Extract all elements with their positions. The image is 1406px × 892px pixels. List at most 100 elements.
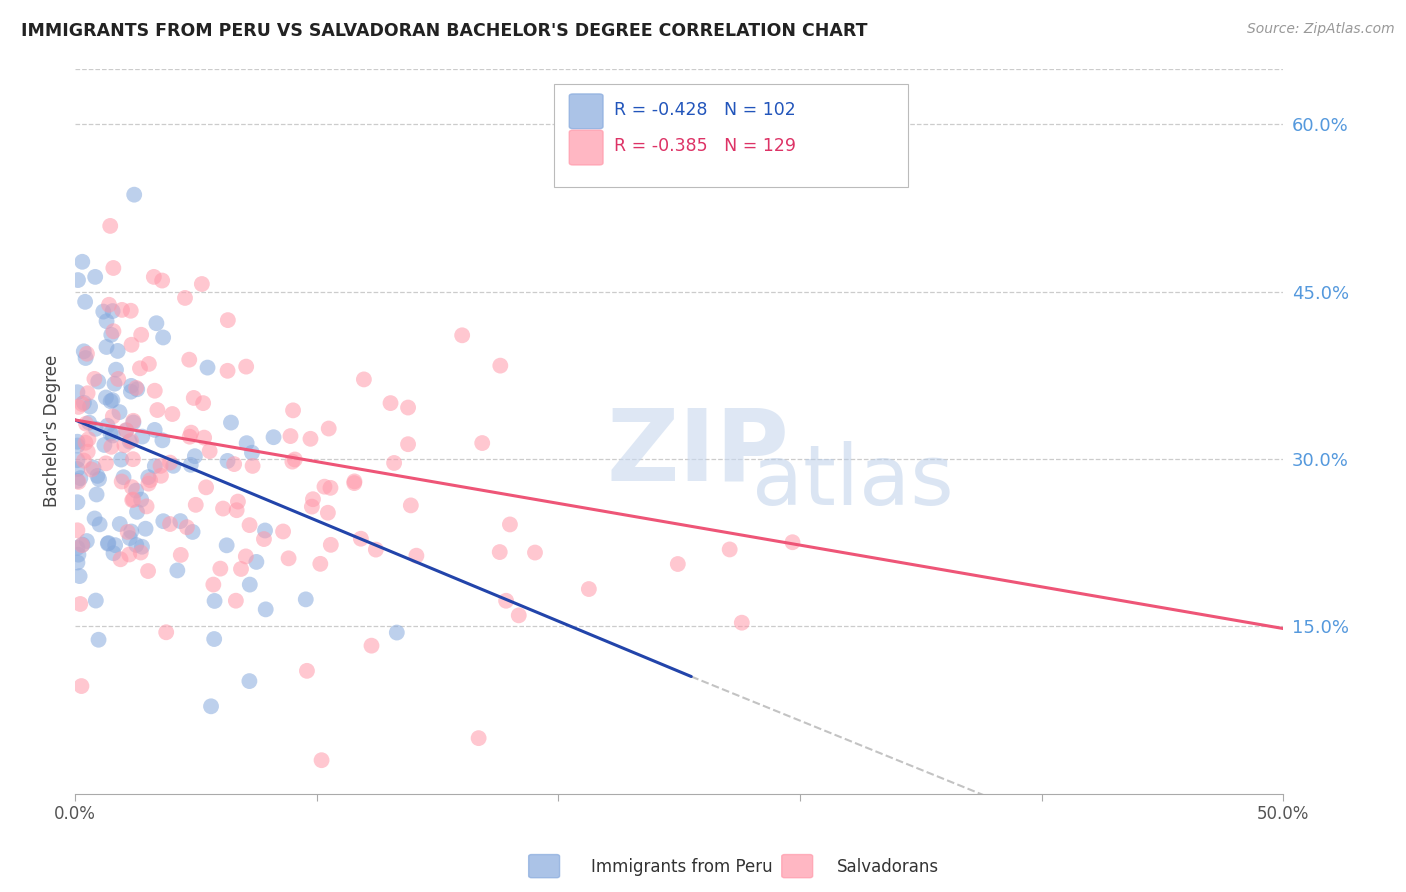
Point	[129, 327, 152, 342]
Point	[142, 269, 165, 284]
Point	[295, 664, 318, 678]
Point	[198, 444, 221, 458]
Point	[103, 546, 125, 560]
Point	[97, 536, 120, 550]
Point	[136, 564, 159, 578]
Point	[242, 458, 264, 473]
Point	[159, 516, 181, 531]
Point	[495, 593, 517, 607]
Point	[471, 436, 494, 450]
Point	[94, 391, 117, 405]
Point	[225, 593, 247, 607]
Point	[125, 483, 148, 498]
Point	[131, 540, 153, 554]
Point	[105, 362, 128, 376]
Point	[75, 417, 97, 431]
Point	[83, 511, 105, 525]
Text: Salvadorans: Salvadorans	[837, 858, 939, 876]
Point	[294, 592, 316, 607]
Point	[162, 407, 184, 421]
Point	[93, 438, 115, 452]
Point	[118, 531, 141, 545]
Point	[100, 440, 122, 454]
Point	[718, 542, 741, 557]
Point	[69, 569, 91, 583]
Point	[143, 423, 166, 437]
Point	[125, 381, 148, 395]
Point	[121, 480, 143, 494]
Point	[120, 524, 142, 539]
Point	[229, 562, 252, 576]
Point	[82, 460, 104, 475]
Point	[263, 430, 285, 444]
Point	[101, 428, 124, 442]
Point	[118, 434, 141, 449]
Point	[318, 421, 340, 435]
Point	[112, 470, 135, 484]
Point	[782, 535, 804, 549]
Point	[108, 405, 131, 419]
Point	[87, 632, 110, 647]
Point	[104, 538, 127, 552]
Point	[179, 430, 201, 444]
Point	[66, 462, 89, 476]
FancyBboxPatch shape	[569, 94, 603, 128]
Point	[66, 273, 89, 287]
Point	[70, 679, 93, 693]
Point	[166, 563, 188, 577]
Point	[101, 304, 124, 318]
Point	[115, 424, 138, 438]
Point	[224, 457, 246, 471]
Point	[103, 260, 125, 275]
Point	[488, 545, 510, 559]
Point	[66, 474, 89, 488]
Point	[181, 524, 204, 539]
Point	[83, 372, 105, 386]
Point	[284, 452, 307, 467]
Point	[143, 458, 166, 473]
Point	[103, 324, 125, 338]
Point	[159, 456, 181, 470]
Point	[149, 458, 172, 473]
Point	[281, 455, 304, 469]
Point	[316, 506, 339, 520]
Point	[110, 452, 132, 467]
Point	[226, 494, 249, 508]
Point	[176, 520, 198, 534]
Point	[100, 426, 122, 441]
Point	[184, 498, 207, 512]
Point	[66, 495, 89, 509]
Point	[135, 522, 157, 536]
Point	[217, 364, 239, 378]
Point	[238, 674, 260, 689]
Point	[200, 699, 222, 714]
Point	[91, 304, 114, 318]
Point	[131, 429, 153, 443]
Point	[70, 538, 93, 552]
Point	[136, 470, 159, 484]
Point	[149, 468, 172, 483]
Point	[343, 475, 366, 489]
Point	[309, 557, 332, 571]
Point	[489, 359, 512, 373]
Point	[281, 403, 304, 417]
Point	[524, 545, 547, 559]
Point	[253, 532, 276, 546]
Point	[129, 361, 152, 376]
Point	[314, 480, 336, 494]
Point	[360, 639, 382, 653]
Point	[67, 548, 90, 562]
Point	[94, 456, 117, 470]
Point	[125, 505, 148, 519]
Point	[111, 302, 134, 317]
Point	[380, 396, 402, 410]
Point	[319, 481, 342, 495]
Point	[77, 432, 100, 446]
Point	[180, 425, 202, 440]
Point	[80, 462, 103, 476]
Point	[86, 469, 108, 483]
Point	[451, 328, 474, 343]
Point	[155, 625, 177, 640]
Point	[138, 357, 160, 371]
Point	[364, 542, 387, 557]
